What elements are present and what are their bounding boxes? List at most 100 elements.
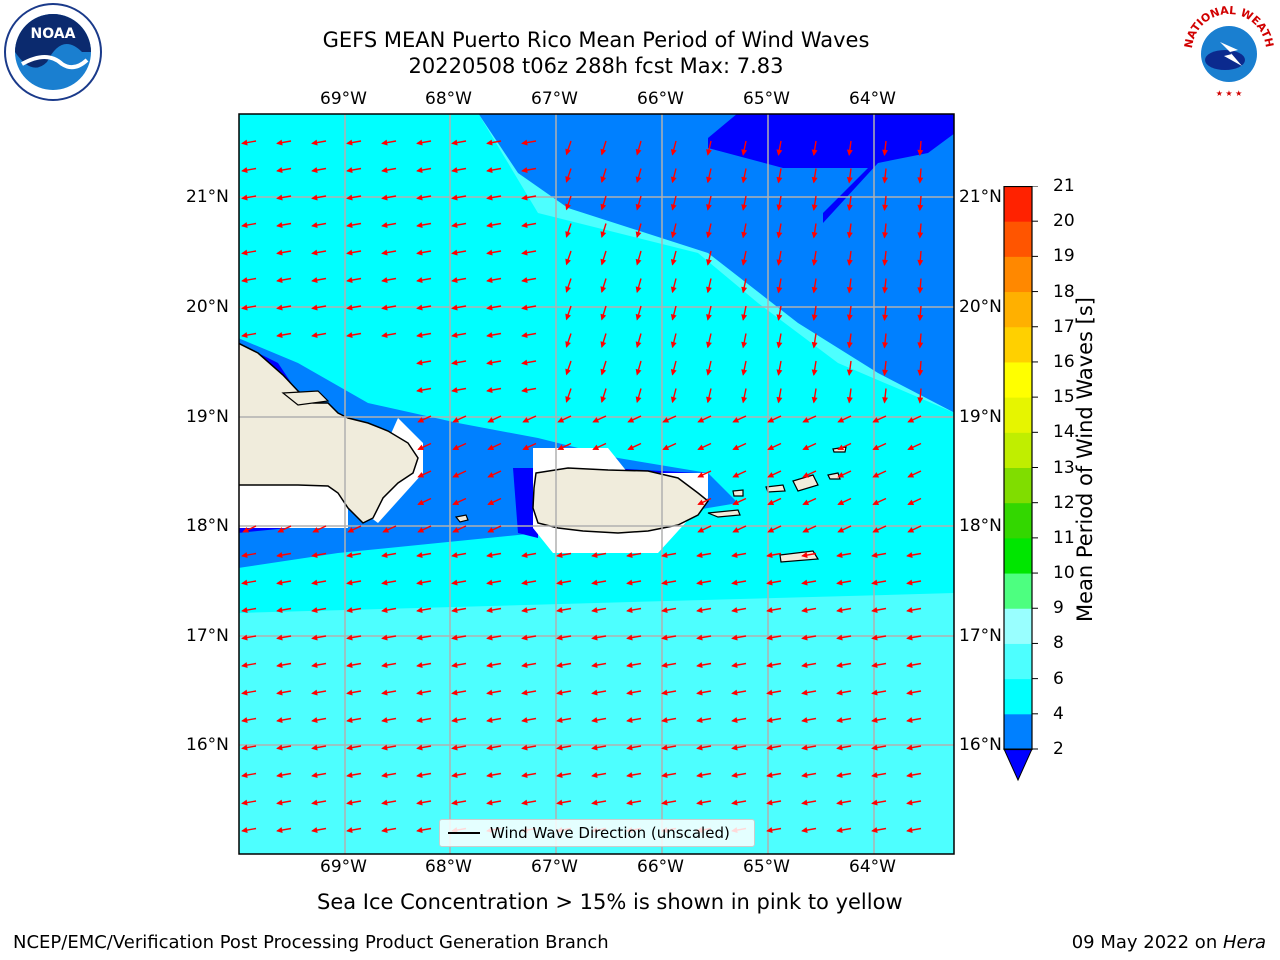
- wind-wave-arrowhead: [626, 717, 633, 723]
- colorbar-tick-label: 2: [1053, 739, 1064, 759]
- wind-wave-arrowhead: [241, 304, 248, 311]
- wind-wave-arrowhead: [917, 232, 924, 239]
- wind-wave-arrowhead: [811, 176, 818, 184]
- wind-wave-arrowhead: [486, 387, 493, 393]
- wind-wave-arrowhead: [732, 417, 740, 423]
- wind-wave-arrowhead: [635, 286, 642, 294]
- wind-wave-arrowhead: [836, 689, 843, 696]
- wind-wave-arrowhead: [565, 341, 571, 348]
- wind-wave-arrowhead: [635, 176, 642, 184]
- wind-wave-arrowhead: [276, 249, 283, 256]
- wind-wave-arrowhead: [670, 231, 677, 239]
- wind-wave-arrowhead: [241, 167, 248, 173]
- wind-wave-arrowhead: [486, 634, 493, 641]
- colorbar-tick-label: 10: [1053, 563, 1075, 584]
- wind-wave-arrowhead: [801, 579, 808, 586]
- wind-wave-arrowhead: [776, 314, 783, 321]
- map-frame: [238, 113, 955, 855]
- wind-wave-arrowhead: [276, 194, 283, 201]
- wind-wave-arrowhead: [311, 579, 318, 586]
- wind-wave-arrowhead: [451, 332, 458, 338]
- wind-wave-arrowhead: [732, 472, 740, 478]
- wind-wave-arrowhead: [417, 444, 425, 450]
- lon-label-bottom-69w: 69°W: [320, 857, 367, 877]
- wind-wave-arrowhead: [670, 368, 677, 376]
- wind-wave-arrowhead: [347, 527, 355, 533]
- footer-right: 09 May 2022 on Hera: [1072, 932, 1266, 953]
- wind-wave-arrowhead: [907, 499, 915, 505]
- wind-wave-arrowhead: [801, 607, 808, 613]
- wind-wave-arrowhead: [846, 232, 853, 239]
- wind-wave-arrowhead: [241, 194, 248, 201]
- colorbar-segment: [1004, 573, 1032, 609]
- wind-wave-arrowhead: [592, 417, 600, 423]
- wind-wave-arrowhead: [521, 772, 528, 778]
- wind-wave-arrowhead: [801, 772, 808, 778]
- wind-wave-arrowhead: [906, 579, 913, 586]
- wind-wave-arrowhead: [871, 662, 878, 668]
- wind-wave-arrowhead: [452, 499, 460, 505]
- wind-wave-arrowhead: [626, 634, 633, 641]
- wind-wave-arrowhead: [600, 148, 607, 156]
- wind-wave-arrowhead: [565, 258, 571, 266]
- wind-wave-arrowhead: [741, 369, 748, 376]
- wind-wave-arrowhead: [697, 444, 705, 450]
- wind-wave-arrowhead: [381, 662, 388, 668]
- wind-wave-arrowhead: [635, 341, 642, 349]
- wind-wave-arrowhead: [311, 689, 318, 696]
- wind-wave-arrowhead: [451, 222, 458, 228]
- wind-wave-arrowhead: [591, 662, 598, 668]
- wind-wave-arrowhead: [276, 607, 283, 613]
- map-panel: [238, 113, 955, 859]
- ocean-4-6s-zone: [478, 114, 954, 413]
- colorbar-segment: [1004, 537, 1032, 574]
- wind-wave-arrowhead: [591, 689, 598, 696]
- wind-wave-arrowhead: [451, 662, 458, 668]
- wind-wave-arrowhead: [521, 799, 528, 806]
- wind-wave-arrowhead: [776, 149, 783, 156]
- wind-wave-arrowhead: [627, 444, 635, 450]
- colorbar-tick-label: 14: [1053, 422, 1075, 443]
- wind-wave-arrowhead: [732, 444, 740, 450]
- wind-wave-arrowhead: [731, 717, 738, 723]
- map-canvas: [238, 113, 955, 855]
- wind-wave-arrowhead: [311, 799, 318, 806]
- wind-wave-arrowhead: [565, 368, 571, 376]
- wind-wave-arrowhead: [917, 204, 924, 212]
- wind-wave-arrowhead: [906, 689, 913, 696]
- wind-wave-arrowhead: [346, 827, 353, 833]
- wind-wave-arrowhead: [416, 634, 423, 641]
- wind-wave-arrowhead: [522, 444, 530, 450]
- wind-wave-arrowhead: [661, 717, 668, 723]
- colorbar-segment: [1004, 397, 1032, 433]
- wind-wave-arrowhead: [670, 396, 677, 404]
- wind-wave-arrowhead: [626, 744, 633, 751]
- colorbar-tick-label: 13: [1053, 457, 1075, 478]
- wind-wave-arrowhead: [917, 177, 924, 184]
- wind-wave-arrowhead: [741, 314, 748, 321]
- wind-wave-arrowhead: [451, 689, 458, 696]
- wind-wave-arrowhead: [837, 472, 845, 478]
- wind-wave-arrowhead: [811, 149, 818, 156]
- wind-wave-arrowhead: [416, 717, 423, 723]
- wind-wave-arrowhead: [811, 341, 818, 349]
- wind-wave-arrowhead: [452, 417, 460, 423]
- wind-wave-arrowhead: [626, 689, 633, 696]
- colorbar-tick-label: 4: [1053, 703, 1064, 724]
- wind-wave-arrowhead: [661, 744, 668, 751]
- wind-wave-arrowhead: [872, 417, 880, 423]
- wind-wave-arrowhead: [311, 194, 318, 201]
- wind-wave-arrowhead: [451, 304, 458, 311]
- nws-logo: NATIONAL WEATHER SERVICE ★ ★ ★: [1176, 0, 1278, 104]
- wind-wave-arrowhead: [836, 607, 843, 613]
- wind-wave-arrowhead: [487, 444, 495, 450]
- wind-wave-arrowhead: [731, 662, 738, 668]
- wind-wave-arrowhead: [917, 369, 924, 377]
- wind-wave-arrowhead: [311, 167, 318, 173]
- lon-label-bottom-67w: 67°W: [531, 857, 578, 877]
- wind-wave-arrowhead: [871, 717, 878, 723]
- wind-wave-arrowhead: [487, 527, 495, 533]
- wind-wave-arrowhead: [381, 744, 388, 751]
- wind-wave-arrowhead: [696, 799, 703, 806]
- wind-wave-arrowhead: [706, 286, 712, 294]
